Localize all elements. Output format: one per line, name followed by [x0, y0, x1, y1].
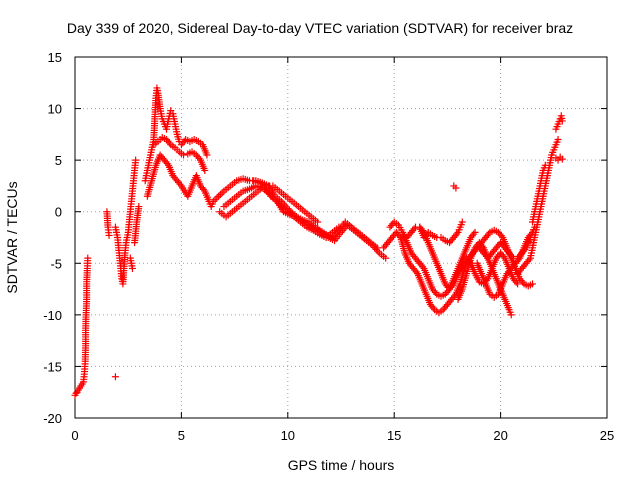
- x-tick-label: 15: [387, 428, 401, 443]
- data-point-marker: [395, 232, 403, 240]
- data-point-marker: [519, 278, 527, 286]
- data-point-marker: [215, 192, 223, 200]
- data-point-marker: [497, 232, 505, 240]
- data-point-marker: [512, 278, 520, 286]
- data-point-marker: [105, 231, 113, 239]
- data-point-marker: [514, 280, 522, 288]
- data-point-marker: [180, 151, 188, 159]
- data-point-marker: [372, 245, 380, 253]
- x-tick-label: 0: [71, 428, 78, 443]
- y-axis-label: SDTVAR / TECUs: [4, 181, 20, 293]
- data-series: [71, 84, 566, 399]
- x-tick-label: 5: [178, 428, 185, 443]
- data-point-marker: [213, 194, 221, 202]
- data-point-marker: [132, 156, 140, 164]
- data-point-marker: [470, 230, 478, 238]
- data-point-marker: [203, 151, 211, 159]
- x-tick-label: 20: [493, 428, 507, 443]
- data-point-marker: [471, 228, 479, 236]
- data-point-marker: [111, 373, 119, 381]
- y-tick-label: 0: [55, 205, 62, 220]
- data-point-marker: [314, 218, 322, 226]
- data-point-marker: [458, 218, 466, 226]
- chart-title: Day 339 of 2020, Sidereal Day-to-day VTE…: [67, 20, 573, 36]
- data-point-marker: [485, 230, 493, 238]
- data-point-marker: [382, 254, 390, 262]
- data-point-marker: [527, 230, 535, 238]
- axis-ticks: 0 5 10 15 20 25 -20 -15 -10 -5 0 5 10 15: [43, 50, 614, 443]
- data-point-marker: [521, 246, 529, 254]
- data-point-marker: [448, 282, 456, 290]
- data-point-marker: [525, 256, 533, 264]
- x-tick-label: 10: [281, 428, 295, 443]
- data-point-marker: [335, 223, 343, 231]
- y-tick-label: -5: [50, 256, 62, 271]
- data-point-marker: [84, 254, 92, 262]
- data-point-marker: [450, 292, 458, 300]
- data-point-marker: [541, 161, 549, 169]
- data-point-marker: [429, 304, 437, 312]
- x-tick-label: 25: [600, 428, 614, 443]
- x-axis-label: GPS time / hours: [288, 457, 395, 473]
- data-point-marker: [195, 154, 203, 162]
- data-point-marker: [499, 252, 507, 260]
- data-point-marker: [514, 256, 522, 264]
- plot-frame: [74, 56, 608, 419]
- data-point-marker: [431, 289, 439, 297]
- data-point-marker: [419, 263, 427, 271]
- y-tick-label: -10: [43, 308, 62, 323]
- data-point-marker: [529, 280, 537, 288]
- y-tick-label: -15: [43, 359, 62, 374]
- data-point-marker: [135, 203, 143, 211]
- data-point-marker: [412, 268, 420, 276]
- data-point-marker: [199, 185, 207, 193]
- data-point-marker: [218, 189, 226, 197]
- data-point-marker: [163, 160, 171, 168]
- data-point-marker: [508, 252, 516, 260]
- y-tick-label: 10: [48, 102, 62, 117]
- data-point-marker: [453, 230, 461, 238]
- data-point-marker: [165, 139, 173, 147]
- y-tick-label: 5: [55, 153, 62, 168]
- data-point-marker: [216, 191, 224, 199]
- data-point-marker: [128, 264, 136, 272]
- y-tick-label: -20: [43, 411, 62, 426]
- data-point-marker: [558, 155, 566, 163]
- data-point-marker: [176, 180, 184, 188]
- y-tick-label: 15: [48, 50, 62, 65]
- data-point-marker: [558, 117, 566, 125]
- data-point-marker: [452, 184, 460, 192]
- data-point-marker: [554, 136, 562, 144]
- data-point-marker: [410, 225, 418, 233]
- data-point-marker: [507, 311, 515, 319]
- data-point-marker: [201, 166, 209, 174]
